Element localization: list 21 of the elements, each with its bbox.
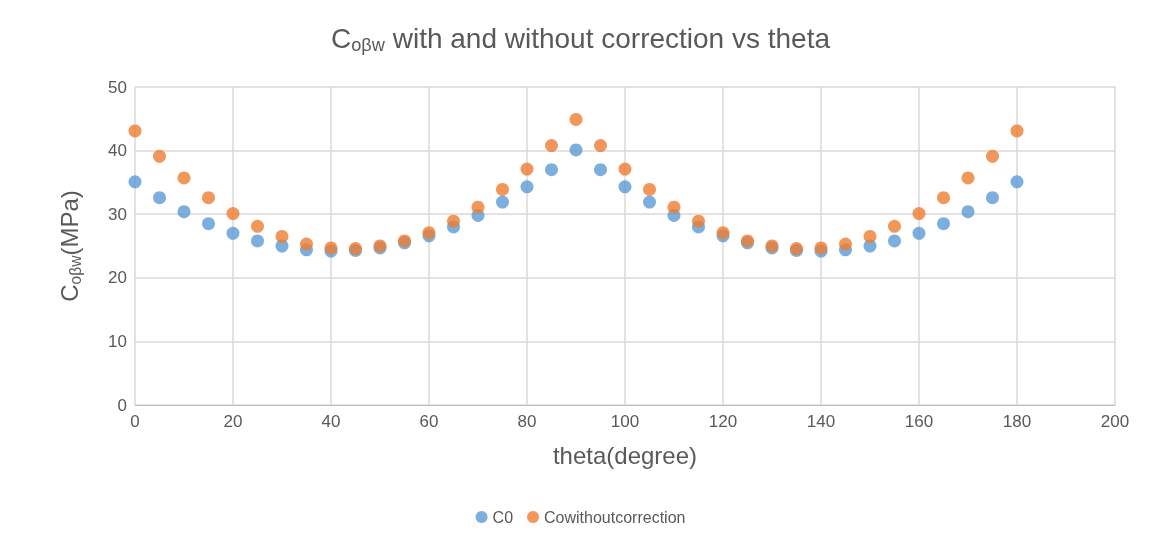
y-tick-label: 20 [108,268,127,288]
y-tick-label: 50 [108,77,127,97]
x-tick-label: 80 [517,412,537,431]
legend-label: C0 [492,508,514,526]
x-tick-label: 160 [904,412,934,431]
x-axis-title: theta(degree) [552,441,698,469]
legend-label: Cowithoutcorrection [544,508,686,526]
y-axis-title: Coβw(MPa) [56,190,84,302]
x-tick-label: 60 [419,412,439,431]
x-tick-label: 200 [1100,412,1130,431]
x-tick-label: 140 [806,412,836,431]
y-tick-label: 10 [108,331,127,351]
y-tick-label: 0 [117,395,127,415]
y-tick-label: 30 [108,204,127,224]
x-tick-label: 180 [1002,412,1032,431]
x-tick-label: 120 [708,412,738,431]
x-tick-label: 40 [321,412,341,431]
y-tick-label: 40 [108,141,127,161]
x-tick-label: 20 [223,412,243,431]
x-tick-label: 0 [130,412,140,431]
x-tick-label: 100 [610,412,640,431]
